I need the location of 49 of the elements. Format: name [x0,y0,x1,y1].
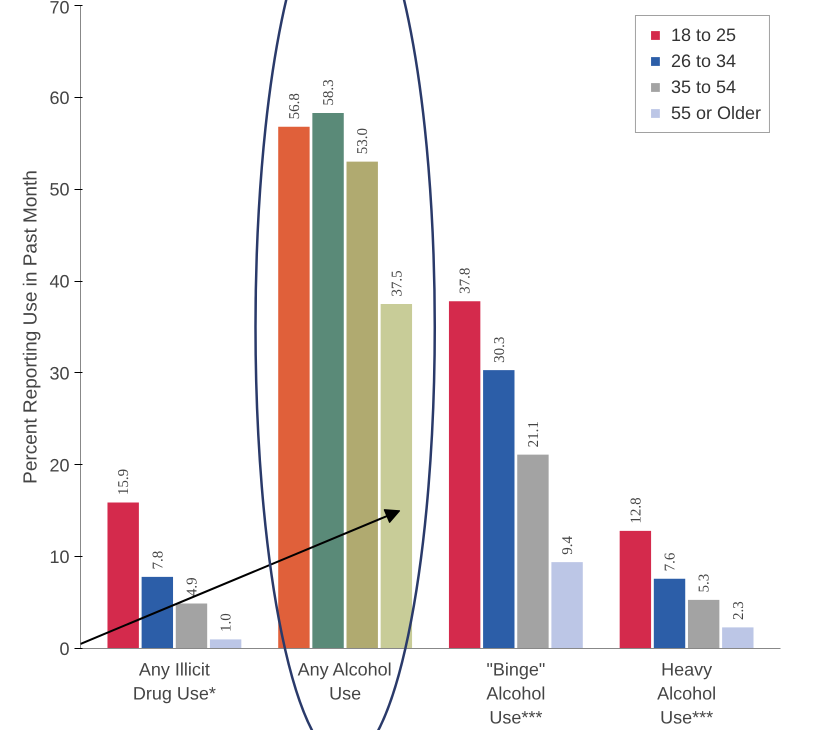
y-tick-label: 30 [49,363,70,384]
x-tick-label: Any Illicit Drug Use* [132,660,216,704]
data-label: 7.6 [662,552,679,572]
bar [483,370,514,648]
data-label: 4.9 [184,577,200,596]
bar [722,627,754,648]
data-label: 15.9 [116,468,132,496]
y-tick-label: 40 [49,272,70,292]
bar [380,304,412,648]
data-label: 5.3 [696,574,713,592]
bar [654,578,686,648]
bar [176,603,208,648]
bar [210,639,242,648]
y-tick-label: 50 [49,180,70,200]
bar [312,112,344,648]
data-label: 37.8 [458,268,474,294]
y-tick-label: 20 [49,455,70,476]
data-label: 30.3 [492,336,508,363]
y-tick-label: 60 [49,88,70,108]
data-label: 12.8 [628,497,644,524]
x-tick-label: Heavy Alcohol Use*** [657,660,716,728]
bar [278,126,310,648]
bar [346,162,378,648]
bar [142,576,174,648]
data-label: 9.4 [560,536,576,555]
data-label: 2.3 [730,601,747,620]
bar [551,562,583,648]
x-tick-label: "Binge" Alcohol Use*** [486,660,546,728]
y-axis-title: Percent Reporting Use in Past Month [20,170,42,484]
data-label: 58.3 [321,79,338,106]
bar [448,301,480,648]
y-tick-label: 70 [49,0,70,18]
x-tick-label: Any Alcohol Use [298,660,392,704]
data-label: 53.0 [355,128,372,154]
legend-label: 18 to 25 [670,24,736,46]
legend-label: 26 to 34 [670,50,736,72]
data-label: 56.8 [286,93,303,120]
bar [517,454,549,648]
data-label: 1.0 [218,613,235,632]
data-label: 37.5 [389,270,406,297]
data-label: 7.8 [150,550,166,570]
legend-label: 35 to 54 [670,76,736,98]
y-tick-label: 10 [49,547,70,568]
legend-label: 55 or Older [670,102,761,124]
y-tick-label: 0 [59,639,70,659]
bar [107,502,139,648]
bar [688,600,720,648]
data-label: 21.1 [526,421,542,448]
bar [620,530,652,648]
